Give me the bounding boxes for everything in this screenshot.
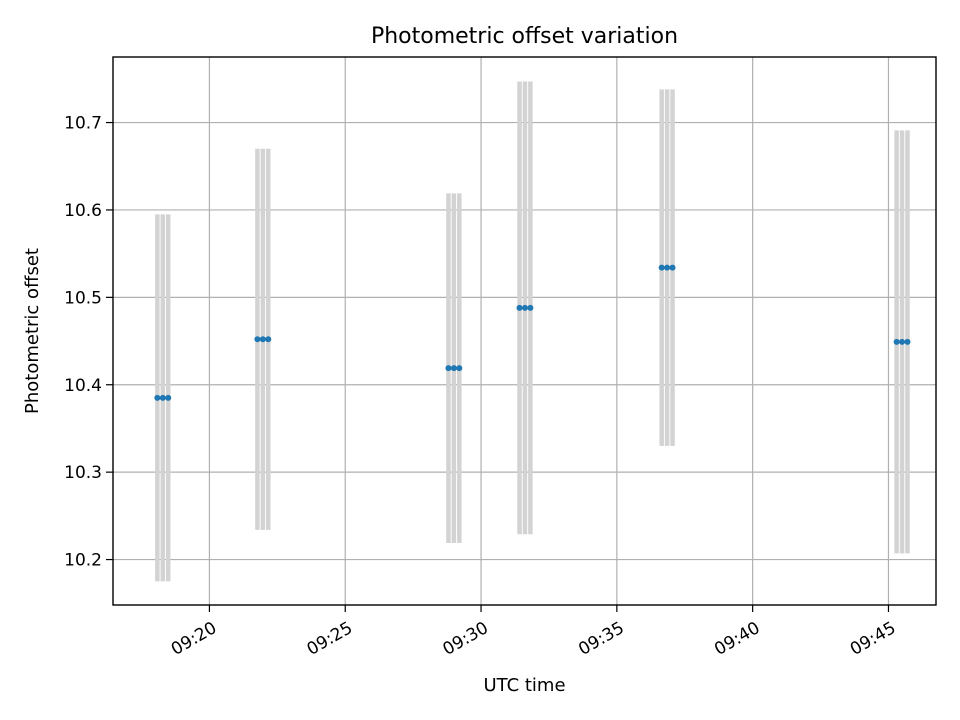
y-tick-label: 10.4 (64, 376, 102, 396)
data-point (893, 338, 900, 345)
chart-title: Photometric offset variation (371, 24, 678, 49)
x-axis-ticks: 09:20 09:25 09:30 09:35 09:40 09:45 (168, 605, 899, 660)
data-point (456, 365, 463, 372)
data-point (904, 338, 911, 345)
data-point (658, 264, 665, 271)
y-tick-label: 10.3 (64, 463, 102, 483)
data-point (259, 336, 266, 343)
data-point (254, 336, 261, 343)
y-axis-label: Photometric offset (22, 248, 43, 414)
data-point (265, 336, 272, 343)
data-point (450, 365, 457, 372)
data-point (445, 365, 452, 372)
y-tick-label: 10.6 (64, 201, 102, 221)
plot-frame (112, 56, 937, 606)
x-axis-label: UTC time (483, 675, 565, 696)
data-point (527, 304, 534, 311)
error-bars (155, 81, 910, 582)
data-point (516, 304, 523, 311)
y-tick-label: 10.5 (64, 288, 102, 308)
data-point (899, 338, 906, 345)
data-point (664, 264, 671, 271)
x-tick-label: 09:40 (711, 618, 763, 660)
x-tick-label: 09:30 (439, 618, 491, 660)
data-point (165, 394, 172, 401)
data-point (154, 394, 161, 401)
x-tick-label: 09:20 (168, 618, 220, 660)
x-tick-label: 09:35 (575, 618, 627, 660)
data-points (154, 264, 911, 401)
data-point (159, 394, 166, 401)
y-tick-label: 10.2 (64, 551, 102, 571)
y-tick-label: 10.7 (64, 114, 102, 134)
x-tick-label: 09:45 (847, 618, 899, 660)
data-point (669, 264, 676, 271)
x-tick-label: 09:25 (304, 618, 356, 660)
data-point (521, 304, 528, 311)
y-axis-ticks: 10.2 10.3 10.4 10.5 10.6 10.7 (64, 114, 113, 571)
